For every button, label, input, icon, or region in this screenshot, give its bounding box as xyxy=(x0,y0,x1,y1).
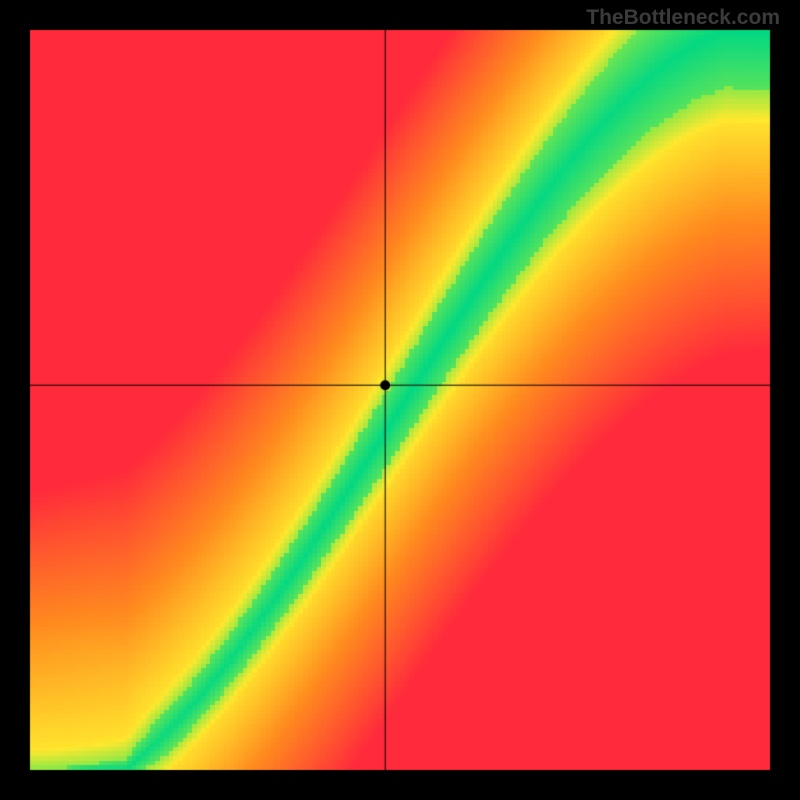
chart-container: TheBottleneck.com xyxy=(0,0,800,800)
watermark-text: TheBottleneck.com xyxy=(586,6,780,30)
bottleneck-heatmap xyxy=(0,0,800,800)
